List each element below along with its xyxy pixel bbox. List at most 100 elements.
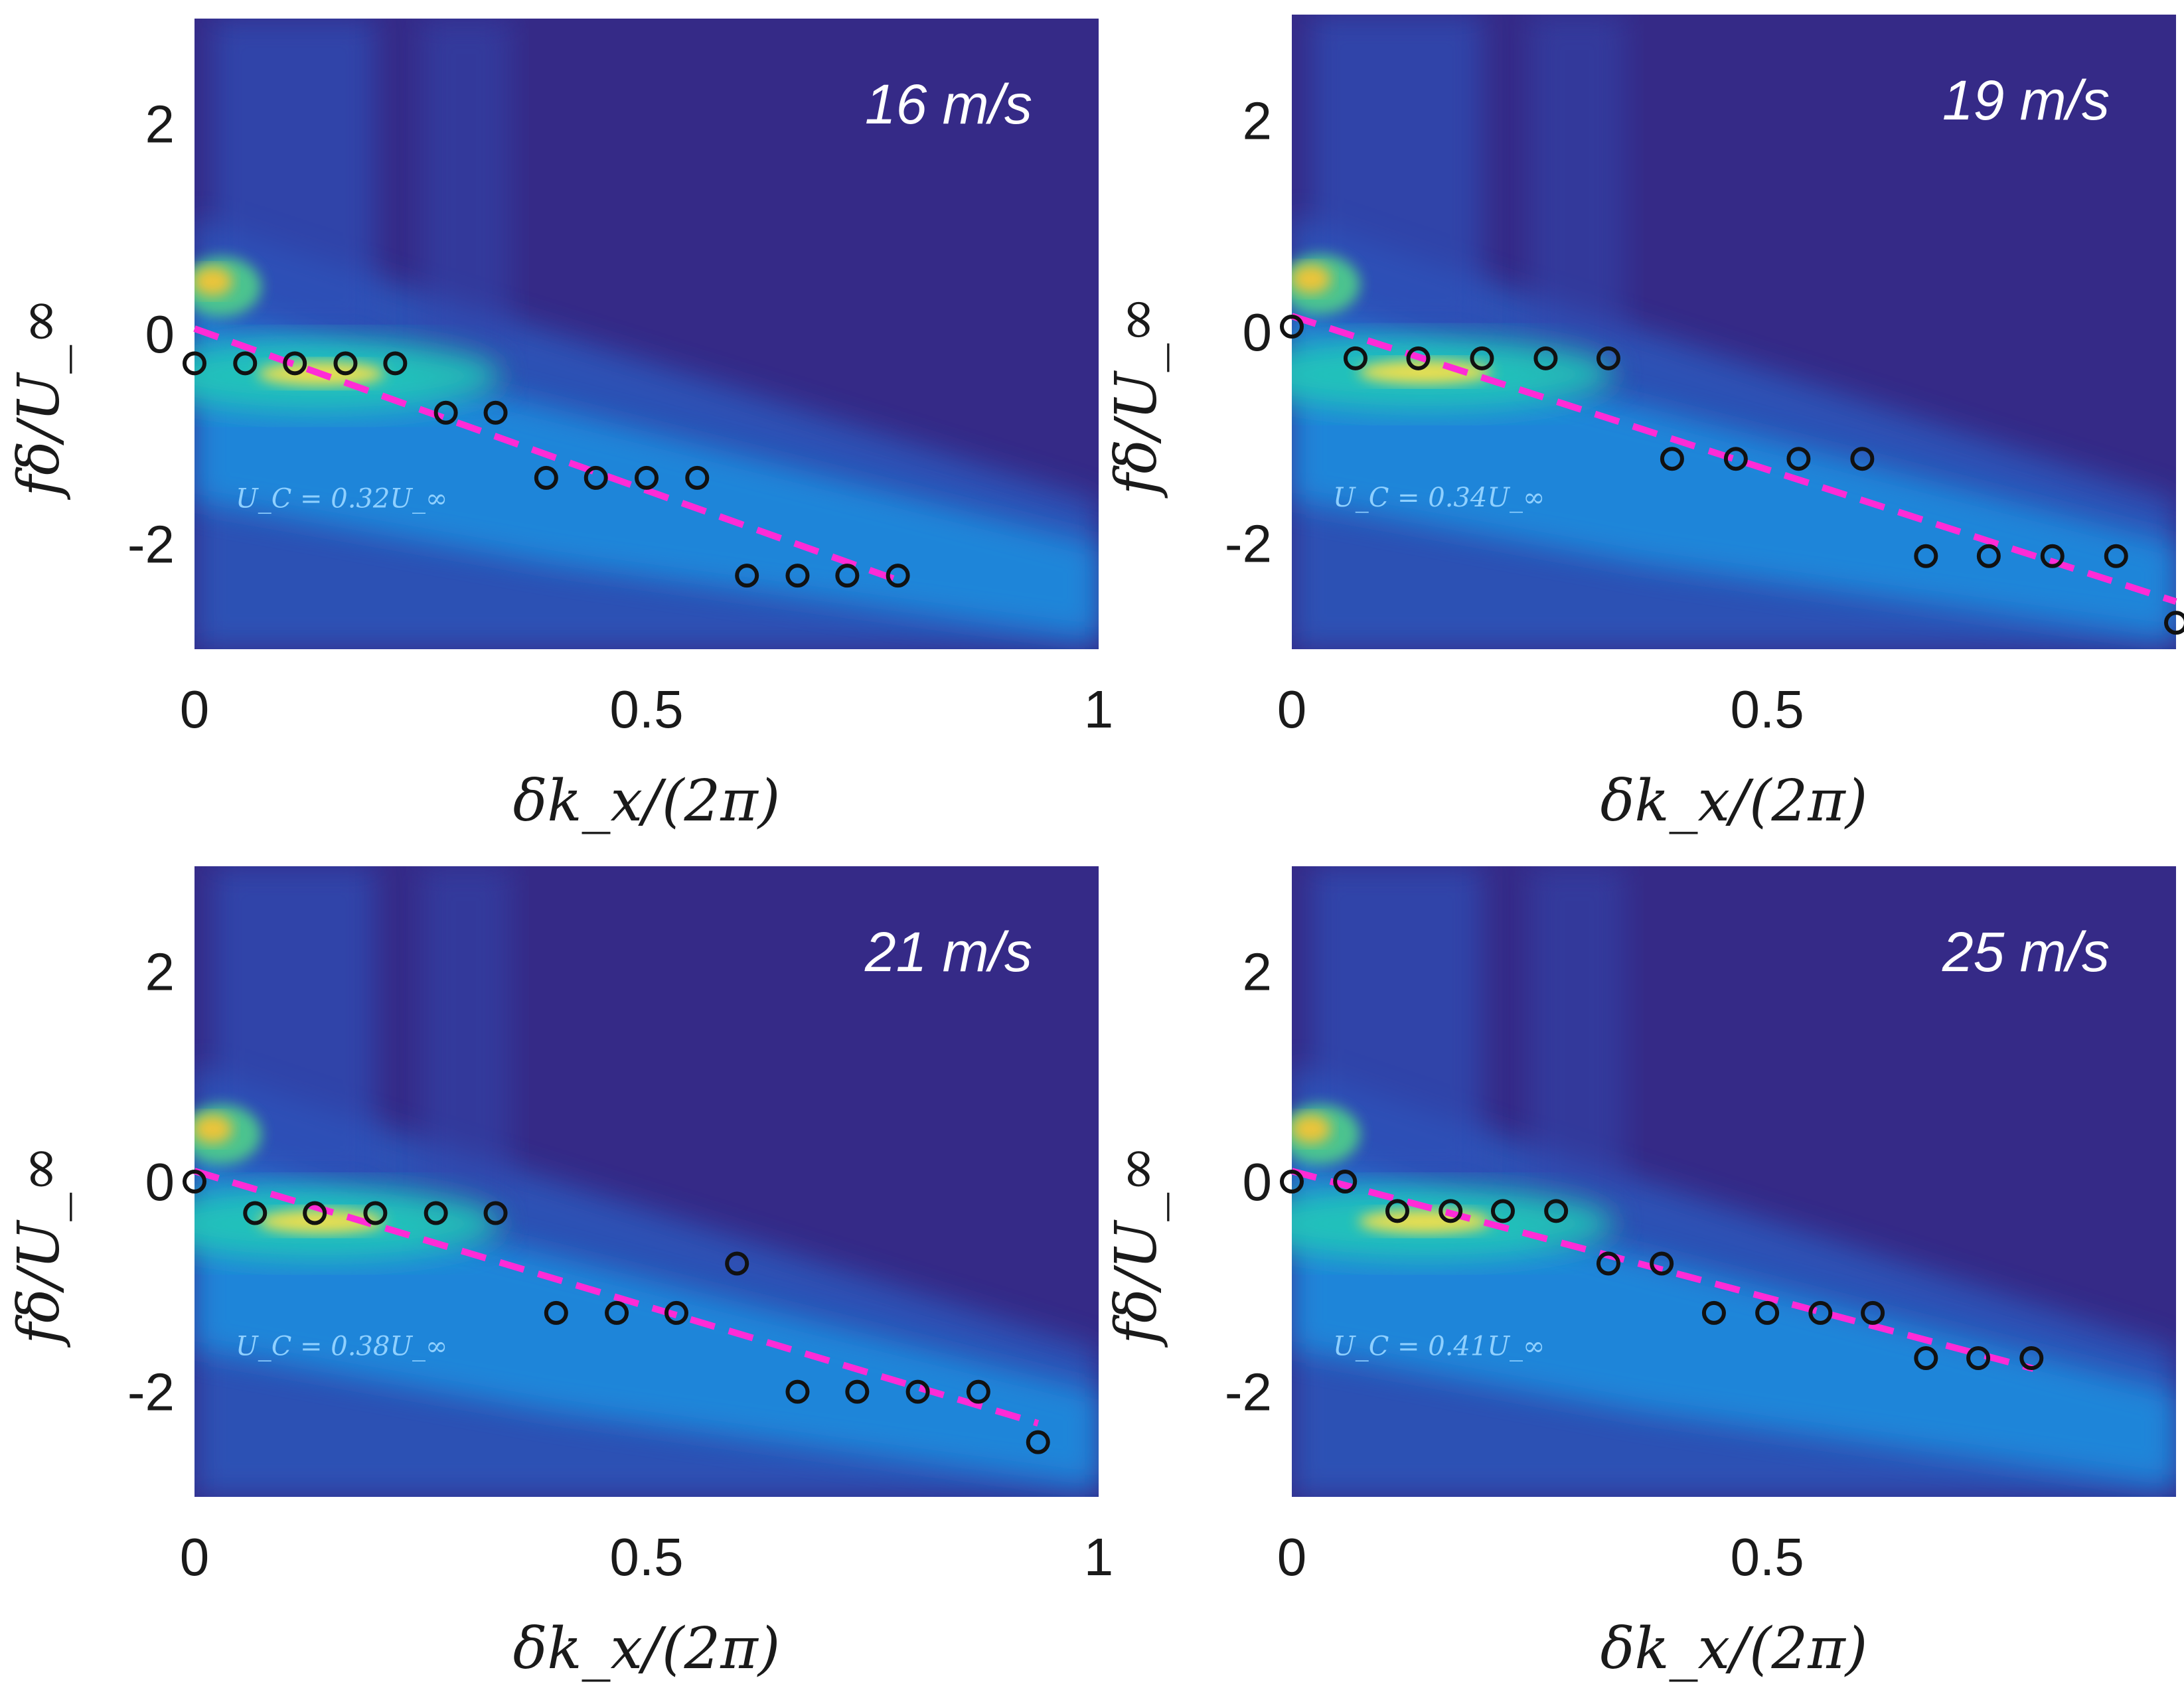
data-point [584, 465, 608, 490]
convection-fit-line [193, 325, 901, 584]
y-tick-label: 2 [145, 942, 175, 1001]
data-point [1490, 1199, 1515, 1223]
x-axis-label: δk_x/(2π) [513, 768, 781, 834]
data-point [1406, 346, 1431, 370]
data-point [363, 1201, 388, 1225]
panels: 2 0 -2 0 0.5 1 δk_x/(2π) fδ/U_∞ 16 m/s U_C = 0.32… [6, 15, 2184, 1682]
data-point [1850, 447, 1875, 471]
x-tick-label: 1 [1084, 680, 1114, 739]
data-point [233, 351, 258, 376]
data-point [605, 1300, 629, 1325]
spectrum-contours [1292, 866, 2176, 1497]
data-point [1914, 1346, 1938, 1370]
y-tick-label: 2 [145, 94, 175, 153]
data-point [685, 465, 710, 490]
data-point [383, 351, 408, 376]
panel-title: 16 m/s [865, 73, 1032, 135]
data-point [333, 351, 358, 376]
data-point [1786, 447, 1811, 471]
data-point [1470, 346, 1494, 370]
data-point [785, 1379, 810, 1404]
convection-velocity-annotation: U_C = 0.38U_∞ [236, 1331, 447, 1361]
data-point [1439, 1199, 1463, 1223]
data-point [303, 1201, 327, 1225]
x-axis-label: δk_x/(2π) [1600, 768, 1868, 834]
data-point [1343, 346, 1367, 370]
data-point [886, 564, 910, 588]
y-axis-label: fδ/U_∞ [1103, 296, 1170, 499]
data-point [183, 1170, 206, 1194]
data-point [433, 400, 458, 425]
data-point [2164, 611, 2184, 635]
data-point [1976, 544, 2001, 568]
chart-panel-3: 2 0 -2 0 0.5 1 δk_x/(2π) fδ/U_∞ 21 m/s U_C = 0.38… [6, 866, 1113, 1682]
panel-title: 25 m/s [1942, 921, 2110, 983]
y-tick-label: 2 [1243, 942, 1273, 1001]
data-point [2040, 544, 2065, 568]
data-point [1544, 1199, 1569, 1223]
x-tick-label: 0 [1277, 1527, 1307, 1586]
y-axis-label: fδ/U_∞ [6, 297, 72, 501]
data-point [1914, 544, 1938, 568]
data-point [483, 1201, 508, 1225]
x-tick-label: 0.5 [609, 680, 683, 739]
data-point [283, 351, 307, 376]
x-tick-label: 0 [1277, 680, 1307, 739]
data-point [635, 465, 659, 490]
data-point [2104, 544, 2128, 568]
data-point [1026, 1430, 1050, 1454]
data-point [664, 1300, 688, 1325]
spectrum-contours [195, 19, 1099, 649]
y-tick-label: -2 [127, 515, 175, 574]
data-point [424, 1201, 448, 1225]
x-tick-label: 0.5 [1731, 680, 1804, 739]
data-point [1533, 346, 1558, 370]
data-point [243, 1201, 268, 1225]
y-tick-label: -2 [127, 1363, 175, 1422]
convection-velocity-annotation: U_C = 0.34U_∞ [1333, 483, 1545, 513]
panel-title: 21 m/s [864, 921, 1032, 983]
data-point [1701, 1300, 1726, 1325]
chart-panel-4: 2 0 -2 0 0.5 δk_x/(2π) fδ/U_∞ 25 m/s U_C = 0.41U… [1103, 866, 2176, 1682]
data-point [1333, 1170, 1358, 1194]
spectrum-contours [1292, 15, 2176, 649]
data-point [544, 1300, 568, 1325]
y-tick-label: 0 [145, 305, 175, 364]
convection-fit-line [193, 1168, 1040, 1427]
data-point [534, 465, 558, 490]
x-tick-label: 0 [180, 680, 210, 739]
x-axis-label: δk_x/(2π) [513, 1616, 781, 1682]
x-axis-label: δk_x/(2π) [1600, 1616, 1868, 1682]
y-tick-label: 0 [1243, 1152, 1273, 1211]
y-tick-label: 0 [1243, 303, 1273, 362]
panel-title: 19 m/s [1942, 69, 2110, 131]
data-point [1861, 1300, 1885, 1325]
data-point [845, 1379, 870, 1404]
y-axis-label: fδ/U_∞ [1103, 1145, 1170, 1348]
convection-velocity-annotation: U_C = 0.41U_∞ [1333, 1331, 1545, 1361]
y-tick-label: 0 [145, 1152, 175, 1211]
data-point [1596, 346, 1620, 370]
data-point [735, 564, 759, 588]
data-point [1280, 1170, 1304, 1194]
data-point [725, 1251, 749, 1276]
data-point [2019, 1346, 2044, 1370]
data-point [835, 564, 860, 588]
data-point [483, 400, 508, 425]
y-tick-label: 2 [1243, 91, 1273, 150]
data-point [785, 564, 810, 588]
y-axis-label: fδ/U_∞ [6, 1145, 72, 1348]
convection-fit-line [1290, 313, 2177, 605]
data-point [1755, 1300, 1780, 1325]
x-tick-label: 1 [1084, 1527, 1114, 1586]
data-point [1596, 1251, 1620, 1276]
data-point [1280, 315, 1304, 339]
y-tick-label: -2 [1225, 1363, 1272, 1422]
convection-fit-line [1290, 1168, 2035, 1372]
spectrum-contours [195, 866, 1099, 1497]
chart-panel-1: 2 0 -2 0 0.5 1 δk_x/(2π) fδ/U_∞ 16 m/s U_C = 0.32… [6, 19, 1113, 834]
data-point [1385, 1199, 1409, 1223]
data-point [966, 1379, 990, 1404]
data-point [1966, 1346, 1991, 1370]
